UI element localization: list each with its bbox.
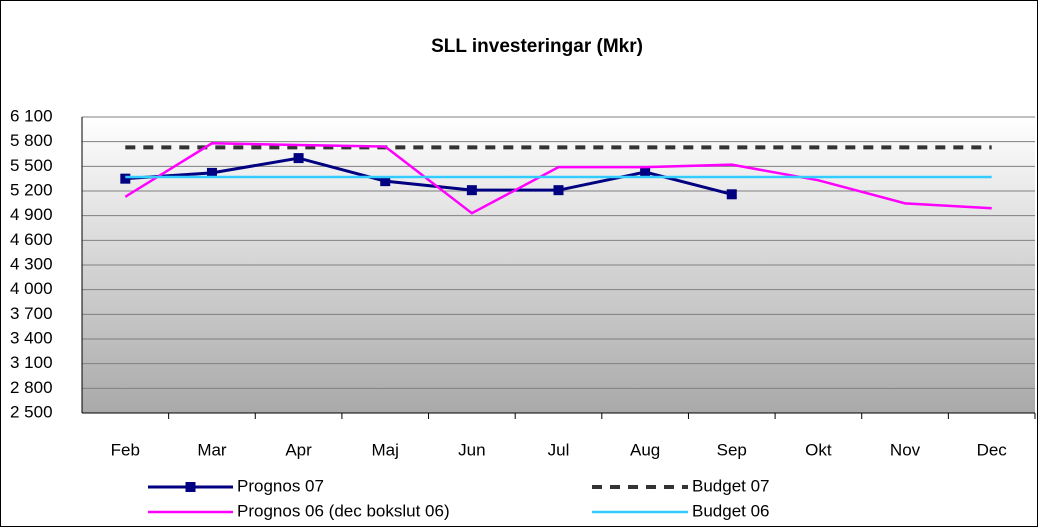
marker [293, 153, 304, 164]
legend-label: Budget 07 [692, 476, 770, 495]
y-tick-label: 3 400 [10, 328, 53, 347]
legend-label: Prognos 06 (dec bokslut 06) [237, 501, 450, 520]
series-line [125, 156, 733, 196]
y-tick-label: 4 300 [10, 254, 53, 273]
x-tick-label: Apr [285, 440, 312, 459]
x-tick-label: Jun [458, 440, 485, 459]
legend-label: Prognos 07 [237, 476, 324, 495]
marker [120, 173, 131, 184]
marker [640, 167, 651, 178]
y-tick-label: 5 800 [10, 131, 53, 150]
marker [206, 167, 217, 178]
y-tick-label: 3 700 [10, 304, 53, 323]
y-tick-label: 4 900 [10, 205, 53, 224]
marker [466, 185, 477, 196]
marker [380, 176, 391, 187]
marker [553, 185, 564, 196]
x-tick-label: Sep [717, 440, 747, 459]
y-tick-label: 4 600 [10, 230, 53, 249]
y-tick-label: 3 100 [10, 353, 53, 372]
y-tick-label: 5 500 [10, 156, 53, 175]
y-tick-label: 4 000 [10, 279, 53, 298]
y-tick-label: 2 500 [10, 402, 53, 421]
legend-marker [185, 482, 196, 492]
x-tick-label: Jul [548, 440, 570, 459]
x-tick-label: Mar [197, 440, 227, 459]
y-tick-label: 6 100 [10, 106, 53, 125]
x-tick-label: Maj [372, 440, 399, 459]
x-tick-label: Okt [805, 440, 832, 459]
x-tick-label: Dec [977, 440, 1008, 459]
y-tick-label: 5 200 [10, 180, 53, 199]
legend-label: Budget 06 [692, 501, 770, 520]
x-tick-label: Aug [630, 440, 660, 459]
y-tick-label: 2 800 [10, 378, 53, 397]
series-line [124, 142, 992, 215]
x-tick-label: Feb [111, 440, 140, 459]
x-tick-label: Nov [890, 440, 921, 459]
chart-title: SLL investeringar (Mkr) [431, 36, 643, 57]
marker [726, 189, 737, 200]
